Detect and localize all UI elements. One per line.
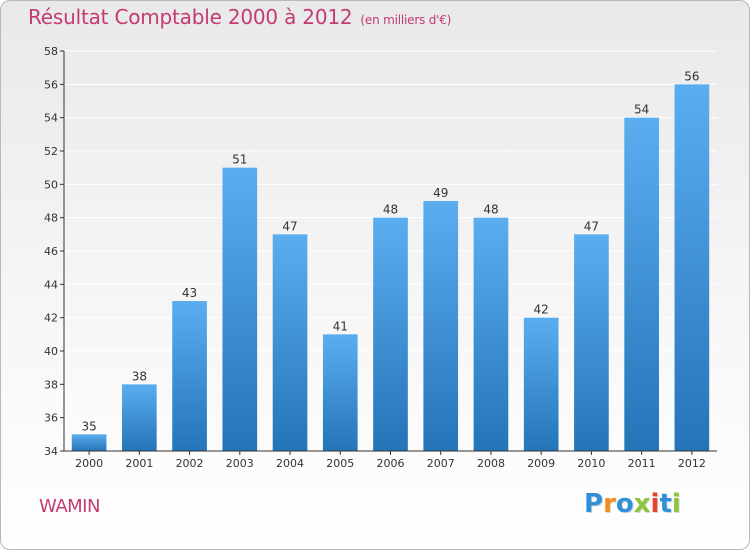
bar-2004	[272, 234, 308, 451]
logo-letter: P	[584, 489, 604, 519]
data-label-2011: 54	[634, 103, 649, 117]
y-tick-label: 34	[44, 445, 58, 458]
x-tick-label-2010: 2010	[577, 457, 605, 470]
data-label-2008: 48	[483, 203, 498, 217]
y-tick-label: 48	[44, 212, 58, 225]
bar-2005	[322, 334, 358, 451]
logo-letter: r	[603, 489, 616, 519]
bar-2000	[71, 434, 107, 451]
data-label-2002: 43	[182, 286, 197, 300]
x-tick-label-2012: 2012	[678, 457, 706, 470]
y-tick-label: 58	[44, 45, 58, 58]
data-label-2004: 47	[282, 219, 297, 233]
x-axis-ticks: 2000 2001 2002 2003 2004 2005 2006 2007 2008 2009…	[75, 451, 706, 470]
x-tick-label-2006: 2006	[377, 457, 405, 470]
bar-2012	[674, 84, 710, 451]
x-tick-label-2011: 2011	[628, 457, 656, 470]
x-tick-label-2000: 2000	[75, 457, 103, 470]
bar-2010	[574, 234, 609, 451]
bar-2007	[423, 201, 459, 451]
y-tick-label: 38	[44, 378, 58, 391]
chart-title: Résultat Comptable 2000 à 2012 (en millie…	[28, 5, 451, 29]
y-axis-ticks: 34 36 38 40 42 44 46 48 50 52 54 56 58	[44, 45, 64, 458]
data-label-2012: 56	[684, 69, 699, 83]
bar-2006	[373, 217, 408, 451]
bar-2011	[624, 117, 659, 452]
data-label-2001: 38	[132, 369, 147, 383]
bar-2002	[172, 301, 207, 451]
y-tick-label: 56	[44, 78, 58, 91]
data-label-2010: 47	[584, 219, 599, 233]
title-unit: (en milliers d'€)	[360, 13, 452, 27]
y-tick-label: 46	[44, 245, 58, 258]
logo-letter: o	[615, 489, 634, 519]
y-tick-label: 42	[44, 312, 58, 325]
y-tick-label: 40	[44, 345, 58, 358]
x-tick-label-2003: 2003	[226, 457, 254, 470]
bar-2003	[222, 167, 258, 451]
logo-letter: t	[659, 489, 672, 519]
bar-2001	[122, 384, 157, 451]
data-label-2005: 41	[333, 319, 348, 333]
data-label-2009: 42	[534, 303, 549, 317]
title-text: Résultat Comptable 2000 à 2012	[28, 5, 353, 29]
y-tick-label: 52	[44, 145, 58, 158]
logo-letter: i	[671, 489, 681, 519]
x-tick-label-2007: 2007	[427, 457, 455, 470]
data-label-2006: 48	[383, 203, 398, 217]
data-label-2000: 35	[81, 419, 96, 433]
y-tick-label: 54	[44, 112, 58, 125]
bar-2009	[523, 317, 559, 451]
y-tick-label: 50	[44, 178, 58, 191]
x-tick-label-2005: 2005	[326, 457, 354, 470]
logo-letter: x	[633, 489, 651, 519]
y-tick-label: 36	[44, 412, 58, 425]
x-tick-label-2004: 2004	[276, 457, 304, 470]
data-label-2003: 51	[232, 153, 247, 167]
y-tick-label: 44	[44, 278, 58, 291]
bar-2008	[473, 217, 509, 451]
x-tick-label-2001: 2001	[125, 457, 153, 470]
x-tick-label-2008: 2008	[477, 457, 505, 470]
city-name: WAMIN	[39, 496, 100, 517]
data-labels: 35 38 43 51 47 41 48 49 48 42 47 54 56	[81, 69, 699, 433]
x-tick-label-2002: 2002	[176, 457, 204, 470]
bars	[71, 84, 710, 452]
data-label-2007: 49	[433, 186, 448, 200]
logo-letter: i	[650, 489, 660, 519]
x-tick-label-2009: 2009	[527, 457, 555, 470]
